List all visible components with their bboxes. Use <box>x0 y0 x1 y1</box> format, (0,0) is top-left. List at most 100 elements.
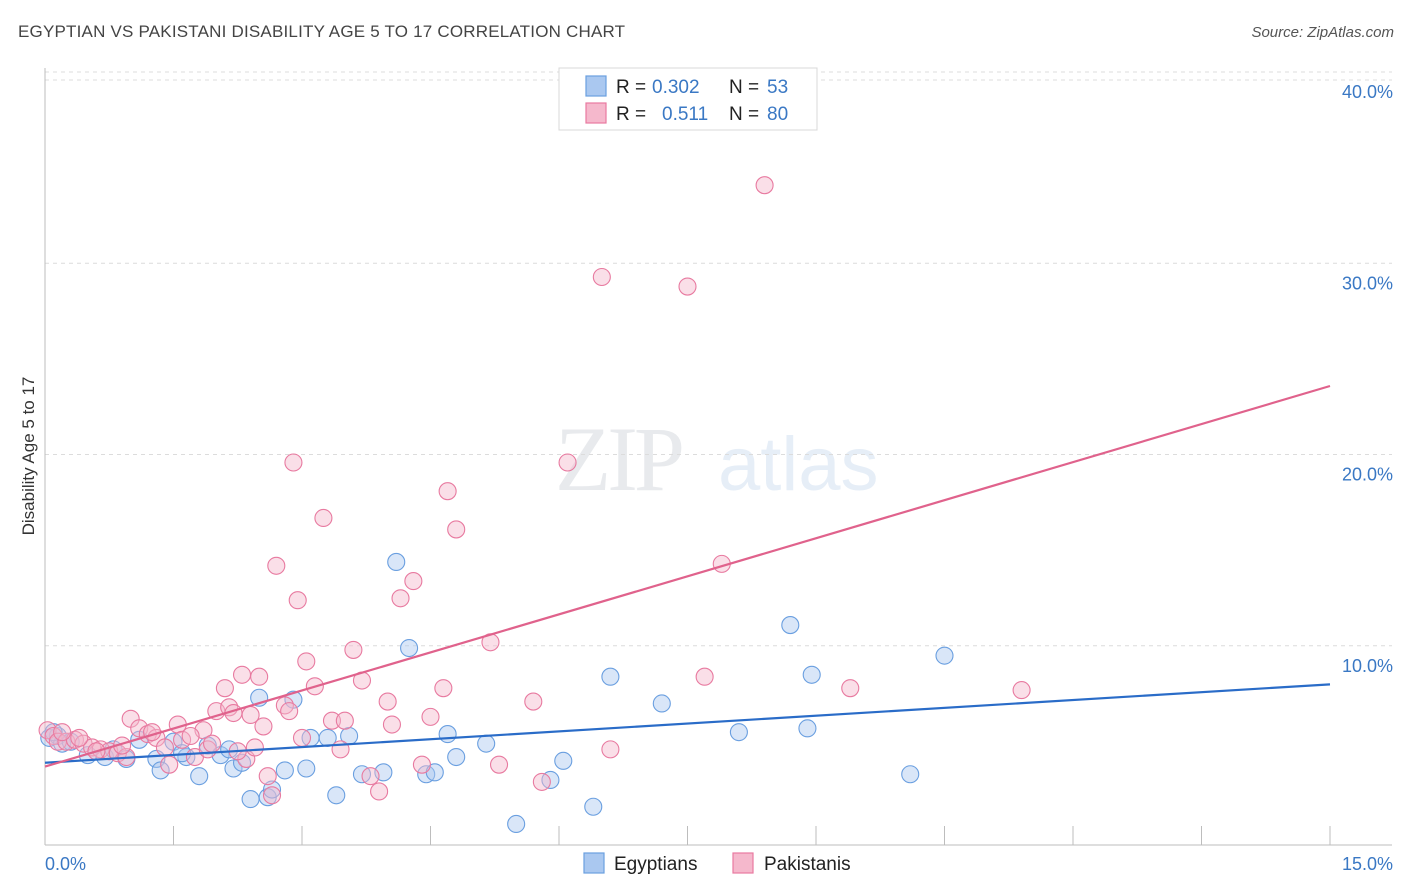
data-point <box>438 482 457 501</box>
series-label-pakistanis: Pakistanis <box>764 854 851 875</box>
y-axis-title: Disability Age 5 to 17 <box>19 377 38 536</box>
data-point <box>378 692 397 711</box>
data-point <box>284 453 303 472</box>
data-points <box>38 176 1031 834</box>
data-point <box>592 267 611 287</box>
data-point <box>901 765 920 784</box>
y-tick-label: 30.0% <box>1342 273 1393 293</box>
data-point <box>322 711 342 730</box>
data-point <box>798 719 817 738</box>
data-point <box>297 759 316 778</box>
data-point <box>477 734 496 753</box>
y-tick-label: 10.0% <box>1342 656 1393 676</box>
legend-n-label-1: N = <box>729 77 759 98</box>
data-point <box>404 572 423 591</box>
data-point <box>173 730 192 749</box>
data-point <box>344 640 363 659</box>
data-point <box>215 679 234 698</box>
data-point <box>160 755 179 774</box>
tick-labels: 10.0% 20.0% 30.0% 40.0% 0.0% 15.0% <box>45 82 1393 874</box>
data-point <box>275 761 294 780</box>
data-point <box>327 786 346 805</box>
data-point <box>729 723 748 742</box>
data-point <box>601 740 620 759</box>
data-point <box>387 552 406 572</box>
data-point <box>421 707 440 726</box>
data-point <box>532 772 551 791</box>
chart-title: EGYPTIAN VS PAKISTANI DISABILITY AGE 5 T… <box>18 22 626 41</box>
data-point <box>935 646 954 665</box>
data-point <box>155 738 174 757</box>
data-point <box>254 717 273 736</box>
data-point <box>241 790 260 809</box>
data-point <box>558 453 577 472</box>
legend-n-label-2: N = <box>729 104 759 125</box>
data-point <box>695 667 714 686</box>
data-point <box>382 715 402 734</box>
data-point <box>489 755 509 774</box>
correlation-legend: R = 0.302 N = 53 R = 0.511 N = 80 <box>558 67 818 131</box>
data-point <box>262 786 282 805</box>
data-point <box>781 616 800 635</box>
svg-text:atlas: atlas <box>718 422 879 507</box>
data-point <box>391 589 410 608</box>
data-point <box>755 176 774 195</box>
legend-r-value-1: 0.302 <box>652 77 700 98</box>
trendline-egyptians <box>44 683 1331 764</box>
data-point <box>678 277 697 296</box>
data-point <box>190 767 209 786</box>
watermark: ZIP atlas <box>555 408 879 510</box>
data-point <box>438 725 457 744</box>
data-point <box>802 665 821 684</box>
data-point <box>584 797 603 816</box>
data-point <box>292 728 312 747</box>
data-point <box>447 520 466 539</box>
legend-n-value-1: 53 <box>767 77 788 98</box>
series-pakistanis <box>38 176 1031 805</box>
data-point <box>245 738 264 757</box>
y-tick-label: 20.0% <box>1342 465 1393 485</box>
x-tick-label-min: 0.0% <box>45 854 86 874</box>
data-point <box>181 726 200 746</box>
trendline-pakistanis <box>44 384 1331 768</box>
y-tick-label: 40.0% <box>1342 82 1393 102</box>
series-egyptians <box>40 552 954 834</box>
data-point <box>250 667 269 686</box>
data-point <box>652 694 671 713</box>
data-point <box>314 508 333 528</box>
legend-r-value-2: 0.511 <box>662 104 708 125</box>
data-point <box>267 556 286 575</box>
data-point <box>288 591 307 610</box>
series-swatch-pakistanis <box>732 852 754 874</box>
data-point <box>841 679 860 698</box>
data-point <box>361 767 380 786</box>
data-point <box>370 782 389 801</box>
series-swatch-egyptians <box>583 852 605 874</box>
data-point <box>434 679 453 698</box>
series-label-egyptians: Egyptians <box>614 854 697 875</box>
svg-text:ZIP: ZIP <box>555 408 682 510</box>
data-point <box>447 747 466 767</box>
data-point <box>232 665 252 684</box>
data-point <box>335 711 354 730</box>
data-point <box>412 755 431 774</box>
legend-swatch-pakistanis <box>585 102 607 124</box>
data-point <box>554 751 573 770</box>
data-point <box>53 723 72 742</box>
data-point <box>297 652 316 671</box>
data-point <box>70 728 89 747</box>
data-point <box>507 814 526 834</box>
data-point <box>1012 681 1031 700</box>
legend-r-label-1: R = <box>616 77 646 98</box>
data-point <box>280 702 299 721</box>
data-point <box>601 667 620 686</box>
trendlines <box>44 384 1331 768</box>
x-tick-label-max: 15.0% <box>1342 854 1393 874</box>
legend-swatch-egyptians <box>585 75 607 97</box>
data-point <box>203 734 222 753</box>
source-label: Source: ZipAtlas.com <box>1251 24 1394 41</box>
legend-r-label-2: R = <box>616 104 646 125</box>
legend-n-value-2: 80 <box>767 104 788 125</box>
data-point <box>262 780 282 799</box>
